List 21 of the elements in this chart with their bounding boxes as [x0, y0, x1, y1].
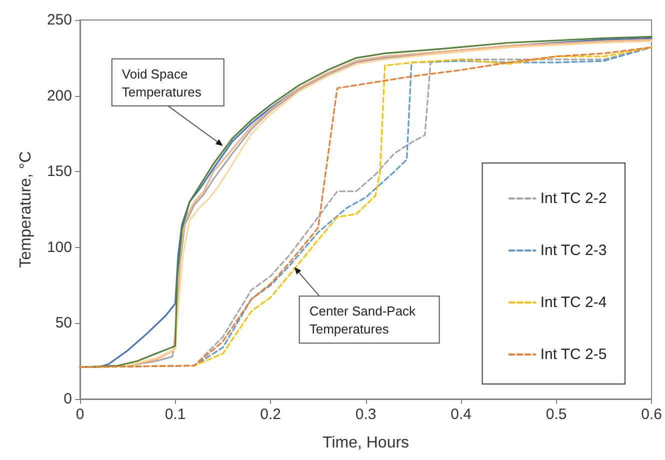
y-tick-label: 150 [46, 163, 72, 180]
legend-label: Int TC 2-4 [540, 294, 607, 311]
x-tick-label: 0.1 [164, 406, 186, 423]
y-tick-label: 250 [46, 12, 72, 28]
x-tick-label: 0.2 [260, 406, 281, 423]
y-tick-label: 0 [64, 390, 72, 408]
annotation: Void Space Temperatures [122, 66, 202, 100]
annotation: Center Sand-Pack Temperatures [309, 304, 420, 337]
legend-label: Int TC 2-3 [540, 242, 607, 259]
x-tick-label: 0.3 [355, 406, 376, 423]
legend-label: Int TC 2-5 [540, 346, 607, 363]
x-tick-label: 0.4 [450, 406, 472, 423]
y-tick-label: 200 [46, 87, 72, 104]
x-tick-label: 0.6 [641, 406, 662, 423]
x-axis-title: Time, Hours [322, 434, 410, 452]
y-axis-title: Temperature, °C [18, 151, 34, 268]
legend-label: Int TC 2-2 [540, 190, 607, 207]
y-tick-label: 50 [55, 314, 72, 332]
x-tick-label: 0 [76, 406, 84, 423]
x-tick-label: 0.5 [546, 406, 567, 423]
y-tick-label: 100 [46, 238, 72, 256]
